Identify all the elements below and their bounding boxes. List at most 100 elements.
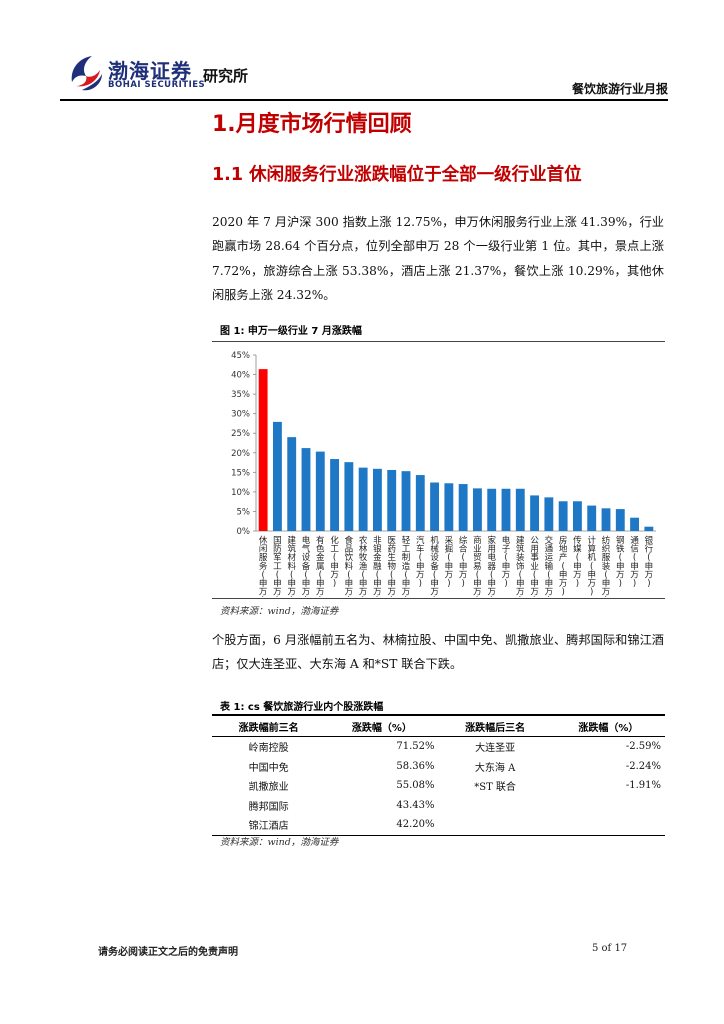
bar (573, 501, 582, 531)
figure-title: 图 1: 申万一级行业 7 月涨跌幅 (220, 326, 362, 337)
bar (373, 468, 382, 531)
x-tick-label: 机械设备(申万) (430, 535, 439, 597)
y-tick-label: 35% (231, 390, 250, 400)
x-tick-label: 化工(申万) (330, 535, 339, 589)
x-tick-label: 国防军工(申万) (273, 536, 282, 597)
bar (387, 469, 397, 531)
paragraph-stocks: 个股方面，6 月涨幅前五名为、林楠拉股、中国中免、凯撒旅业、腾邦国际和锦江酒店；… (212, 633, 664, 672)
header-bottom-return: 涨跌幅（%） (551, 714, 665, 737)
brand-name-cn: 渤海证券 (108, 59, 192, 83)
x-tick-label: 计算机(申万) (587, 535, 596, 597)
x-tick-label: 商业贸易(申万) (473, 535, 482, 597)
x-tick-label: 综合(申万) (459, 535, 468, 589)
bar (401, 471, 411, 531)
bar (315, 451, 325, 531)
bar (258, 369, 268, 531)
top-stock-return: 42.20% (325, 815, 439, 836)
x-tick-label: 有色金属(申万) (316, 535, 325, 597)
stock-return-table: 涨跌幅前三名 涨跌幅（%） 涨跌幅后三名 涨跌幅（%） 岭南控股 71.52% … (212, 714, 665, 836)
x-tick-label: 建筑材料(申万) (287, 535, 296, 597)
figure-source: 资料来源：wind，渤海证券 (220, 606, 339, 617)
footer-disclaimer: 请务必阅读正文之后的免责声明 (98, 947, 238, 958)
bar (415, 475, 425, 531)
bar (358, 467, 368, 531)
bar (287, 437, 297, 531)
x-tick-label: 食品饮料(申万) (345, 535, 354, 597)
bar (301, 448, 311, 531)
bar (515, 488, 525, 531)
top-stock-return: 71.52% (396, 741, 435, 753)
bottom-stock-return (551, 815, 665, 836)
header-bottom-three: 涨跌幅后三名 (438, 714, 552, 737)
bar (487, 488, 497, 531)
top-stock-name: 凯撒旅业 (248, 782, 289, 794)
x-tick-label: 房地产(申万) (559, 535, 568, 597)
bar (273, 421, 282, 531)
bar (330, 459, 339, 531)
bohai-logo-icon (71, 56, 102, 91)
x-tick-label: 纺织服装(申万) (602, 535, 611, 597)
bar (458, 484, 468, 531)
header-top-return: 涨跌幅（%） (325, 714, 439, 737)
bar (587, 505, 597, 531)
x-tick-label: 公用事业(申万) (530, 536, 539, 597)
y-tick-label: 20% (231, 449, 250, 459)
subsection-heading: 1.1 休闲服务行业涨跌幅位于全部一级行业首位 (212, 165, 582, 185)
bottom-stock-return: -2.24% (625, 760, 661, 772)
figure-source-divider (212, 598, 665, 599)
bar (615, 509, 625, 531)
table-row: 岭南控股 71.52% 大连圣亚 -2.59% (212, 737, 665, 757)
bar (473, 488, 482, 531)
bar (530, 495, 539, 531)
table-row: 腾邦国际 43.43% (212, 796, 665, 816)
bottom-stock-name (438, 796, 551, 816)
x-tick-label: 轻工制造(申万) (402, 535, 411, 597)
section-heading: 1.月度市场行情回顾 (212, 112, 412, 137)
top-stock-return: 58.36% (396, 760, 435, 772)
y-tick-label: 45% (231, 351, 250, 361)
x-tick-label: 钢铁(申万) (616, 535, 625, 589)
y-tick-label: 5% (237, 507, 251, 517)
bottom-stock-return: -1.91% (625, 780, 661, 792)
y-tick-label: 10% (231, 488, 250, 498)
bar (344, 462, 354, 531)
x-tick-label: 家用电器(申万) (487, 535, 496, 597)
table-row: 锦江酒店 42.20% (212, 815, 665, 836)
bottom-stock-name: 大连圣亚 (475, 743, 516, 755)
bar (644, 526, 654, 531)
top-stock-return: 43.43% (396, 799, 435, 811)
bottom-stock-return (552, 796, 665, 816)
bottom-stock-return: -2.59% (625, 741, 661, 753)
x-tick-label: 电气设备(申万) (302, 535, 311, 597)
x-tick-label: 医药生物(申万) (387, 536, 396, 597)
header-divider (60, 99, 668, 101)
page-number: 5 of 17 (592, 943, 628, 954)
bar (430, 482, 439, 531)
x-tick-label: 休闲服务(申万) (259, 535, 268, 597)
y-tick-label: 25% (231, 429, 250, 439)
report-type: 餐饮旅游行业月报 (571, 82, 668, 96)
figure-title-divider (212, 341, 665, 342)
top-stock-name: 岭南控股 (248, 743, 289, 755)
industry-return-bar-chart: 0% 5% 10% 15% 20% 25% 30% 35% 40% 45% 休闲服务(申万) 国防军工… (231, 351, 656, 597)
x-tick-label: 传媒(申万) (573, 535, 582, 589)
header-top-three: 涨跌幅前三名 (212, 714, 326, 737)
x-tick-label: 非银金融(申万) (373, 535, 382, 597)
table-source: 资料来源：wind，渤海证券 (220, 837, 339, 848)
x-tick-label: 银行(申万) (645, 535, 654, 589)
table-header-row: 涨跌幅前三名 涨跌幅（%） 涨跌幅后三名 涨跌幅（%） (212, 714, 665, 737)
paragraph-market-review: 2020 年 7 月沪深 300 指数上涨 12.75%，申万休闲服务行业上涨 … (212, 215, 664, 303)
table-title: 表 1: cs 餐饮旅游行业内个股涨跌幅 (220, 702, 384, 713)
top-stock-name: 腾邦国际 (248, 801, 289, 813)
bar (601, 508, 611, 531)
y-tick-label: 40% (231, 371, 250, 381)
x-tick-label: 交通运输(申万) (545, 535, 554, 597)
x-tick-label: 电子(申万) (502, 535, 511, 589)
y-tick-label: 15% (231, 468, 250, 478)
bar (544, 497, 554, 531)
top-stock-name: 中国中免 (248, 762, 289, 774)
bar (444, 483, 454, 531)
bottom-stock-name (438, 815, 552, 836)
table-row: 中国中免 58.36% 大东海 A -2.24% (212, 757, 665, 777)
y-tick-label: 0% (237, 527, 251, 537)
